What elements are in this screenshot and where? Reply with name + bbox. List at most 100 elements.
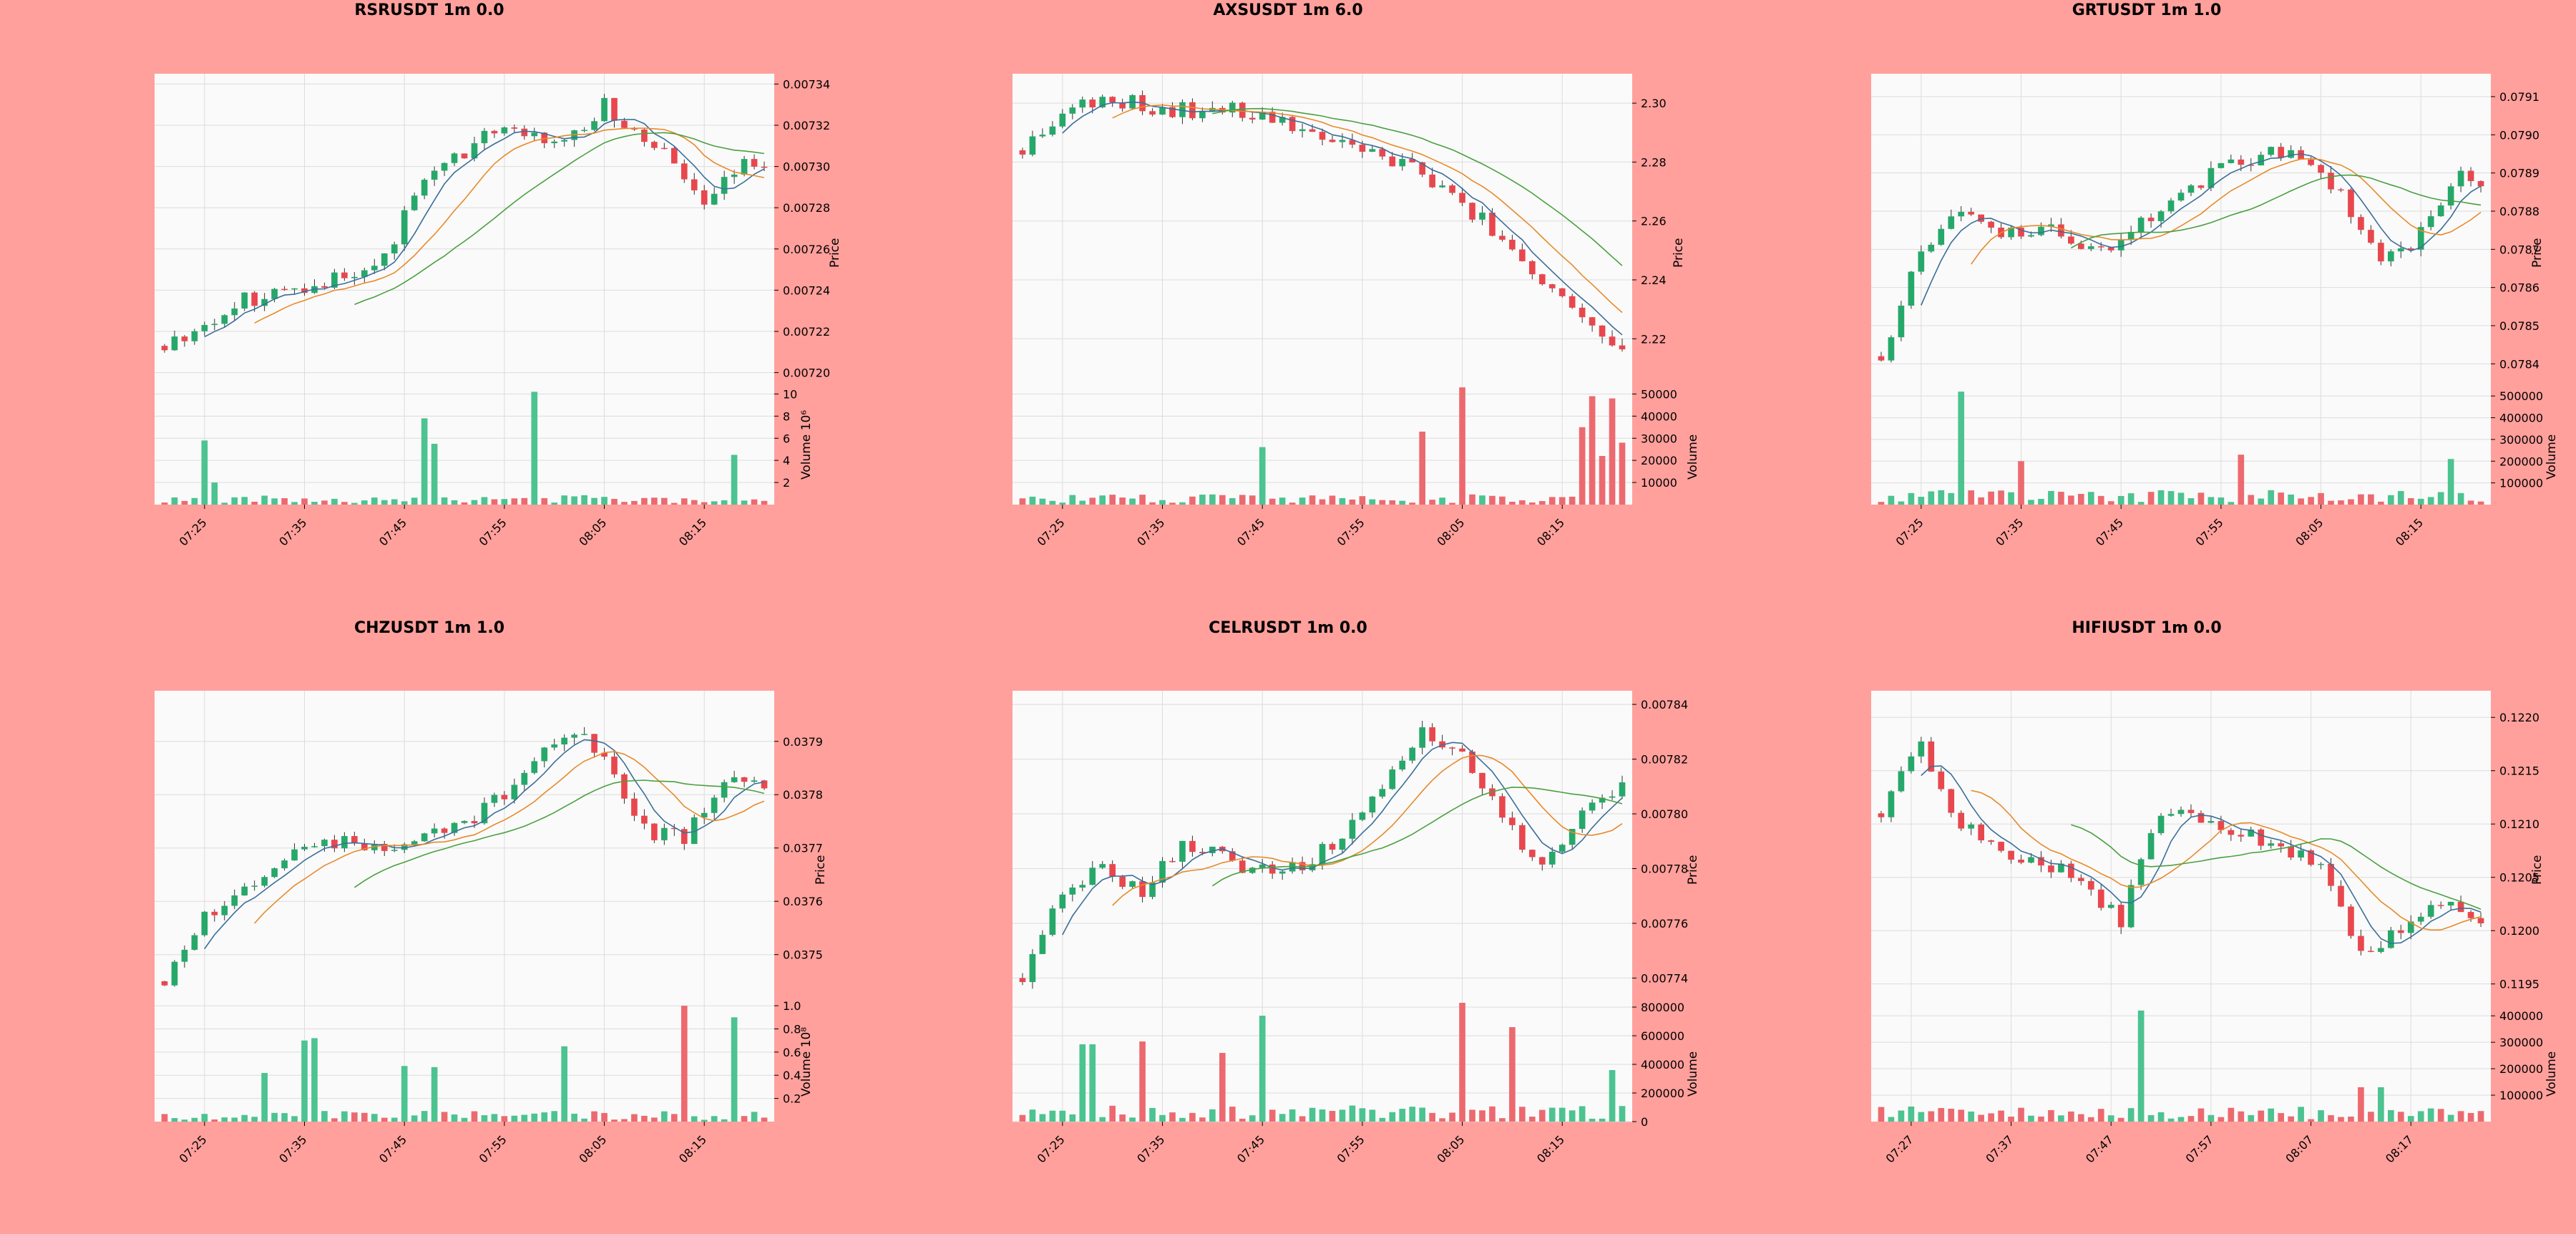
volume-bar: [201, 1114, 208, 1122]
candle: [1229, 847, 1236, 863]
candle: [1309, 124, 1316, 132]
candle: [1109, 860, 1116, 883]
volume-bar: [2048, 1109, 2054, 1122]
volume-bar: [1379, 500, 1386, 505]
candle: [1189, 98, 1196, 121]
candle: [2278, 840, 2285, 853]
candle: [341, 268, 348, 281]
candle: [231, 889, 238, 910]
volume-tick-label: 0.4: [783, 1069, 801, 1082]
volume-bar: [2278, 1113, 2285, 1122]
candle: [1538, 273, 1546, 286]
volume-bar: [2248, 1114, 2255, 1122]
volume-bar: [1509, 501, 1516, 505]
time-tick-label: 08:07: [2283, 1132, 2316, 1165]
volume-bar: [301, 498, 308, 505]
volume-bar: [1099, 495, 1106, 505]
volume-bar: [2077, 494, 2084, 505]
volume-bar: [691, 500, 698, 505]
volume-bar: [1079, 500, 1086, 505]
price-tick-label: 0.0378: [783, 788, 823, 802]
volume-bar: [161, 1114, 168, 1122]
candle: [221, 314, 228, 329]
volume-tick-label: 20000: [1641, 454, 1677, 467]
volume-bar: [721, 1119, 728, 1122]
volume-tick-label: 300000: [2499, 433, 2543, 447]
volume-bar: [1429, 500, 1435, 505]
volume-bar: [351, 502, 358, 505]
candle: [331, 835, 338, 852]
candle: [1119, 875, 1126, 890]
candle: [221, 900, 228, 920]
volume-bar: [2068, 495, 2074, 505]
volume-tick-label: 0.2: [783, 1092, 801, 1106]
price-tick-label: 0.0788: [2499, 205, 2540, 218]
volume-bar: [271, 498, 278, 505]
candle: [421, 178, 428, 200]
volume-bar: [521, 497, 528, 505]
volume-bar: [2318, 492, 2324, 505]
volume-bar: [2348, 1116, 2354, 1122]
volume-bar: [1079, 1044, 1086, 1122]
volume-bar: [1399, 1109, 1406, 1122]
volume-bar: [751, 1112, 758, 1122]
volume-panel: [155, 1000, 774, 1122]
candle: [1918, 737, 1925, 764]
volume-bar: [2338, 1117, 2344, 1122]
volume-bar: [1369, 1109, 1376, 1122]
candle: [1998, 841, 2004, 853]
price-tick-label: 0.00774: [1641, 971, 1688, 985]
price-tick-label: 0.1205: [2499, 871, 2540, 885]
time-tick-label: 07:27: [1883, 1132, 1916, 1165]
volume-bar: [1609, 398, 1616, 505]
volume-bar: [1898, 501, 1905, 505]
candle: [2147, 829, 2155, 860]
volume-bar: [1878, 502, 1885, 505]
volume-bar: [261, 1073, 268, 1122]
candle: [2467, 910, 2474, 922]
volume-bar: [1309, 495, 1316, 505]
volume-bar: [1389, 1112, 1396, 1122]
volume-bar: [321, 1111, 328, 1122]
candle: [2358, 929, 2364, 956]
volume-bar: [621, 502, 628, 505]
candle: [1439, 180, 1445, 188]
volume-bar: [191, 1117, 198, 1122]
price-tick-label: 0.0375: [783, 948, 823, 962]
candle: [2197, 185, 2205, 190]
candle: [2437, 901, 2444, 909]
volume-bar: [221, 1117, 228, 1122]
price-panel: [1871, 691, 2491, 1000]
volume-bar: [2038, 1116, 2044, 1122]
volume-bar: [2308, 497, 2314, 505]
candle: [211, 909, 218, 922]
volume-bar: [1109, 495, 1116, 505]
volume-bar: [291, 502, 298, 505]
moving-average-line: [2071, 824, 2482, 910]
candle: [2407, 915, 2414, 940]
volume-bar: [1519, 500, 1526, 505]
volume-bar: [511, 498, 518, 505]
candle: [2348, 904, 2354, 939]
volume-bar: [571, 496, 577, 505]
volume-bar: [391, 499, 398, 505]
volume-bar: [521, 1114, 528, 1122]
candle: [611, 97, 618, 128]
chart-title: RSRUSDT 1m 0.0: [354, 1, 504, 19]
candle: [541, 132, 548, 149]
candle: [1928, 242, 1935, 253]
volume-bar: [601, 1112, 608, 1122]
volume-bar: [2068, 1111, 2074, 1122]
candle: [1968, 208, 1975, 216]
volume-bar: [2268, 490, 2275, 505]
candle: [2397, 924, 2404, 940]
candle: [701, 807, 708, 825]
candle: [1938, 224, 1945, 246]
volume-bar: [1379, 1117, 1386, 1122]
volume-bar: [2087, 492, 2094, 505]
candle: [541, 747, 548, 768]
candle: [1469, 202, 1475, 223]
price-tick-label: 0.00734: [783, 77, 830, 91]
volume-bar: [1229, 497, 1236, 505]
